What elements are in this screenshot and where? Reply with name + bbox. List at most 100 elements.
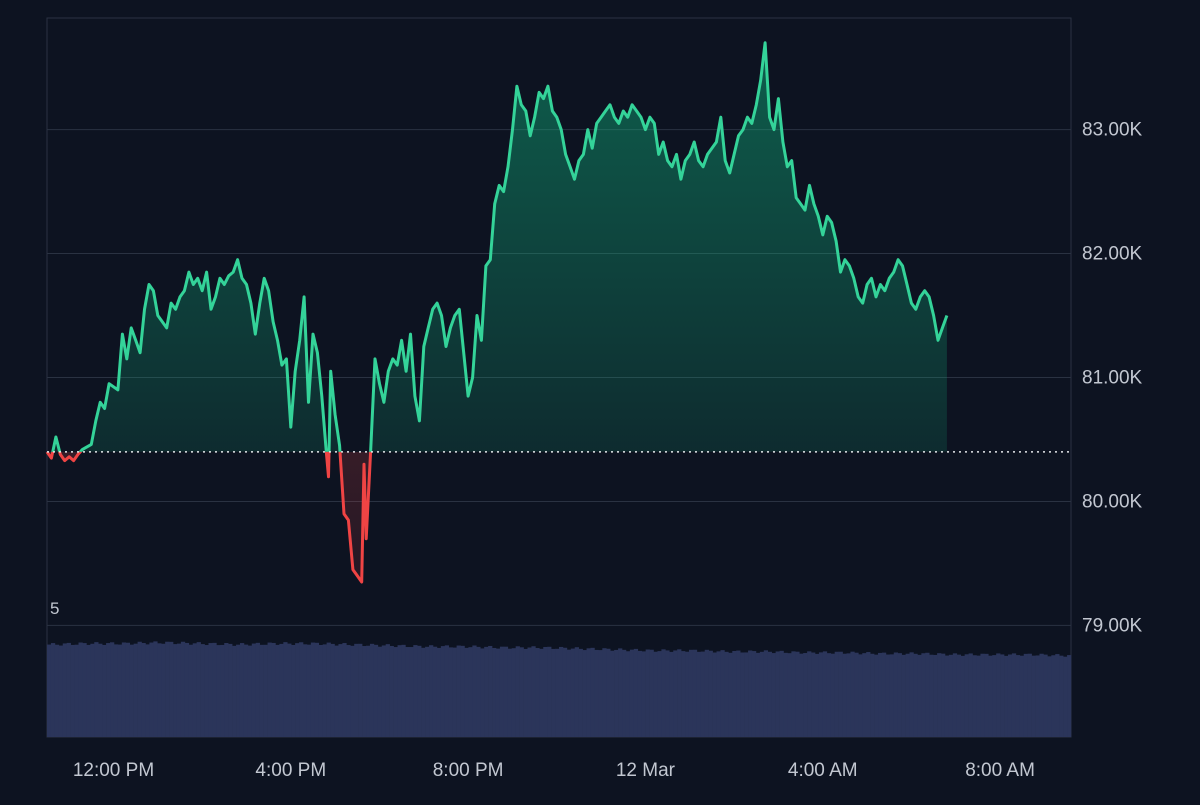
- volume-bar: [362, 646, 367, 737]
- volume-bar: [271, 642, 276, 737]
- volume-bar: [815, 653, 820, 737]
- volume-bar: [744, 652, 749, 737]
- volume-bar: [677, 649, 682, 737]
- volume-bar: [826, 653, 832, 737]
- x-tick-label: 4:00 AM: [788, 760, 858, 781]
- volume-bar: [779, 650, 784, 737]
- y-tick-label: 79.00K: [1082, 615, 1143, 636]
- volume-bar: [629, 649, 635, 737]
- volume-bar: [519, 647, 524, 737]
- volume-bar: [783, 652, 788, 737]
- volume-bar: [287, 643, 292, 737]
- volume-bar: [964, 654, 969, 737]
- volume-bar: [956, 654, 962, 737]
- volume-bar: [531, 646, 536, 737]
- volume-bar: [291, 644, 296, 737]
- volume-bar: [432, 646, 438, 737]
- volume-bar: [661, 649, 666, 737]
- volume-bar: [200, 644, 205, 737]
- volume-bar: [1055, 654, 1060, 737]
- volume-bar: [176, 643, 182, 737]
- volume-bar: [1004, 655, 1009, 737]
- volume-bar: [121, 642, 127, 737]
- volume-bar: [787, 653, 792, 737]
- volume-bar: [157, 643, 162, 737]
- volume-bar: [1031, 655, 1036, 737]
- volume-bar: [696, 651, 702, 737]
- volume-bar: [933, 654, 938, 737]
- volume-bar: [728, 652, 733, 737]
- volume-bar: [830, 653, 835, 737]
- volume-bar: [54, 644, 60, 737]
- volume-bar: [834, 651, 839, 737]
- volume-bar: [492, 647, 497, 737]
- volume-bar: [771, 653, 776, 737]
- y-tick-label: 83.00K: [1082, 120, 1143, 141]
- volume-bar: [937, 653, 942, 737]
- volume-bar: [917, 654, 922, 737]
- volume-bar: [1011, 653, 1017, 737]
- volume-bar: [511, 648, 516, 737]
- volume-bar: [582, 650, 587, 737]
- volume-bar: [854, 652, 859, 737]
- volume-bar: [941, 653, 946, 737]
- volume-bar: [944, 655, 950, 737]
- volume-bar: [129, 644, 134, 737]
- volume-bar: [1015, 655, 1021, 737]
- volume-bar: [369, 643, 375, 737]
- volume-bar: [90, 643, 95, 737]
- volume-bar: [559, 646, 564, 737]
- volume-bar: [637, 650, 643, 737]
- volume-bar: [456, 645, 461, 737]
- volume-bar: [968, 653, 973, 737]
- volume-bar: [409, 647, 414, 737]
- volume-bar: [724, 651, 729, 737]
- volume-bar: [803, 653, 808, 737]
- volume-bar: [385, 644, 390, 737]
- volume-bar: [507, 648, 513, 737]
- volume-bar: [488, 645, 493, 737]
- volume-bar: [161, 643, 166, 737]
- volume-bar: [472, 645, 477, 737]
- volume-bar: [1059, 655, 1064, 737]
- y-tick-label: 80.00K: [1082, 491, 1143, 512]
- volume-bar: [610, 650, 615, 737]
- volume-bar: [905, 653, 910, 737]
- volume-bar: [220, 644, 225, 737]
- volume-bar: [992, 655, 997, 737]
- volume-bar: [759, 651, 765, 737]
- volume-bar: [389, 645, 394, 737]
- volume-bar: [279, 643, 284, 737]
- volume-bar: [574, 647, 579, 737]
- volume-bar: [562, 647, 568, 737]
- volume-bar: [685, 651, 690, 737]
- volume-bar: [590, 647, 595, 737]
- volume-bar: [1067, 655, 1072, 737]
- volume-bar: [381, 645, 387, 737]
- volume-bar: [653, 651, 658, 737]
- volume-bar: [58, 645, 64, 737]
- volume-bar: [870, 653, 875, 737]
- volume-bar: [82, 643, 87, 737]
- volume-bar: [850, 651, 855, 737]
- volume-bar: [145, 644, 150, 737]
- volume-bar: [440, 646, 446, 737]
- volume-bar: [117, 644, 123, 737]
- volume-bar: [972, 655, 977, 737]
- volume-bar: [322, 644, 327, 737]
- volume-bar: [878, 652, 883, 737]
- volume-bar: [184, 642, 190, 737]
- line-layer: [45, 41, 949, 584]
- volume-bar: [543, 646, 548, 737]
- volume-bar: [70, 644, 75, 737]
- volume-bar: [499, 646, 505, 737]
- volume-bar: [700, 651, 706, 737]
- volume-bar: [413, 645, 418, 737]
- volume-bar: [633, 648, 639, 737]
- volume-bar: [566, 649, 572, 737]
- volume-bar: [736, 650, 741, 737]
- volume-bar: [448, 647, 453, 737]
- volume-bar: [858, 654, 863, 737]
